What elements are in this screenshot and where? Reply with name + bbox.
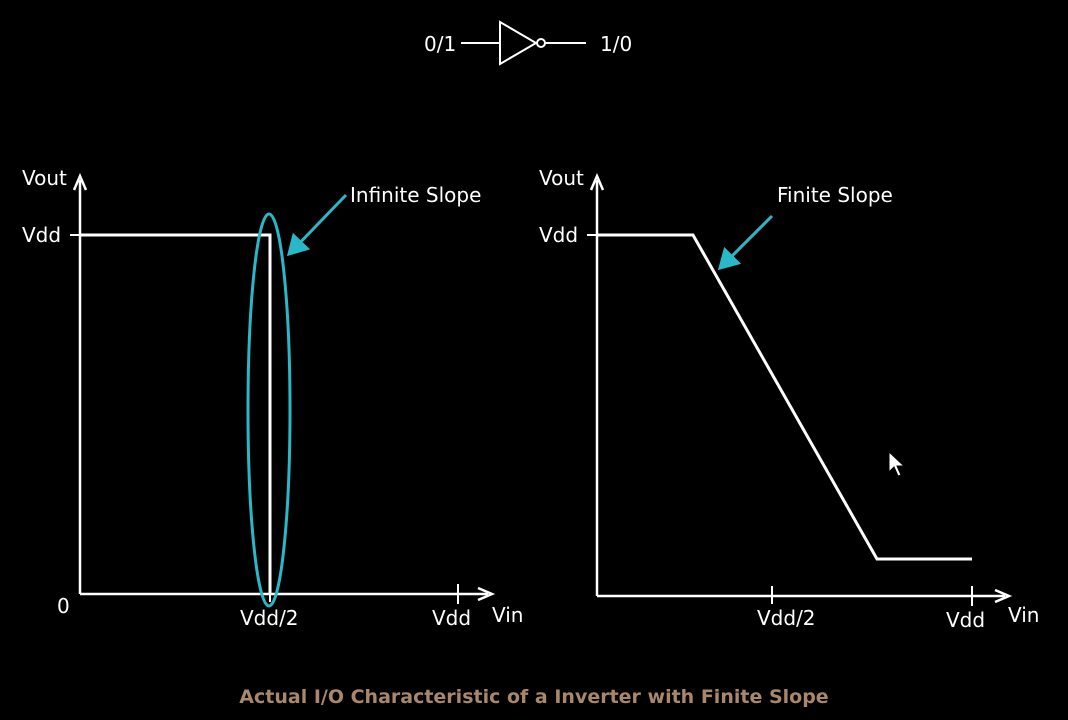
slide-caption: Actual I/O Characteristic of a Inverter … [239,686,829,708]
left-origin-label: 0 [57,594,70,618]
finite-slope-arrow [717,214,774,271]
inverter-triangle [499,20,538,66]
left-y-axis-arrowhead [72,172,88,191]
left-y-tick-label: Vdd [22,223,61,247]
right-y-axis-label: Vout [539,166,584,190]
right-y-tick-label: Vdd [539,223,578,247]
mouse-cursor-icon [888,450,906,477]
right-x-axis-arrowhead [994,588,1013,604]
inverter-bubble [536,38,546,48]
right-y-axis-arrowhead [589,172,605,191]
left-x-end-label: Vdd [432,606,471,630]
left-x-axis-arrowhead [477,586,496,602]
infinite-slope-arrow [286,193,348,257]
left-y-axis-label: Vout [22,166,67,190]
infinite-slope-label: Infinite Slope [350,183,481,207]
inverter-output-label: 1/0 [600,32,632,56]
left-transfer-curve [80,233,272,594]
left-x-mid-label: Vdd/2 [240,606,299,630]
inverter-symbol: 0/1 1/0 [424,20,632,66]
right-x-axis-label: Vin [1008,603,1039,627]
right-transfer-curve [597,233,972,561]
right-x-mid-label: Vdd/2 [757,606,816,630]
finite-slope-label: Finite Slope [777,183,893,207]
right-plot: Vout Vdd Vdd/2 Vdd Vin Finite Slope [539,166,1039,632]
right-x-end-label: Vdd [946,608,985,632]
left-plot: Vout Vdd 0 Vdd/2 Vdd Vin Infinite Slope [22,166,523,630]
left-x-axis-label: Vin [492,603,523,627]
infinite-slope-highlight [246,212,292,608]
inverter-input-label: 0/1 [424,32,456,56]
